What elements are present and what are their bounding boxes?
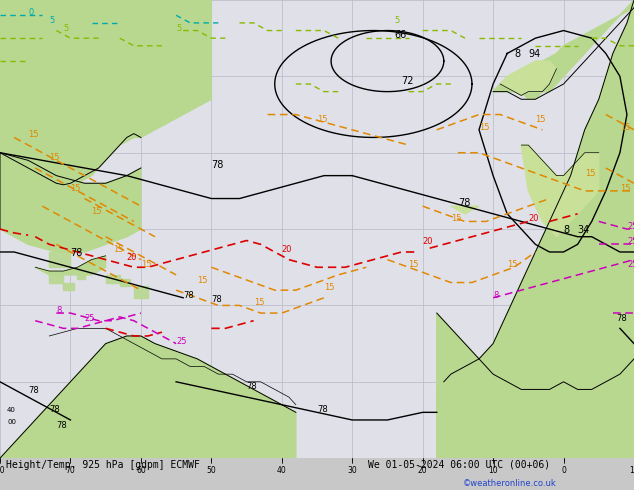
Text: 15: 15 <box>113 245 123 254</box>
Text: 20: 20 <box>127 253 138 262</box>
Polygon shape <box>77 272 84 279</box>
Text: 78: 78 <box>211 294 222 304</box>
Text: 25: 25 <box>84 314 95 323</box>
Polygon shape <box>134 286 148 298</box>
Polygon shape <box>63 283 74 290</box>
Text: 15: 15 <box>91 207 102 216</box>
Text: 15: 15 <box>408 260 419 269</box>
Text: 5: 5 <box>63 24 68 32</box>
Text: 78: 78 <box>28 386 39 395</box>
Text: 5: 5 <box>176 24 181 32</box>
Text: Height/Temp. 925 hPa [gdpm] ECMWF: Height/Temp. 925 hPa [gdpm] ECMWF <box>6 460 200 470</box>
Text: 15: 15 <box>620 123 630 132</box>
Text: 15: 15 <box>28 130 39 140</box>
Text: 78: 78 <box>247 382 257 392</box>
Text: 25: 25 <box>176 337 186 345</box>
Text: 78: 78 <box>317 405 328 415</box>
Text: 5: 5 <box>394 16 400 25</box>
Text: 15: 15 <box>507 260 518 269</box>
Text: 15: 15 <box>317 115 328 124</box>
Text: 15: 15 <box>197 275 208 285</box>
Polygon shape <box>21 221 42 237</box>
Polygon shape <box>0 0 211 191</box>
Text: 10: 10 <box>629 466 634 475</box>
Text: 0: 0 <box>28 8 34 17</box>
Text: 78: 78 <box>70 248 83 258</box>
Text: 20: 20 <box>528 215 539 223</box>
Text: 25: 25 <box>627 260 634 269</box>
Polygon shape <box>106 275 120 283</box>
Polygon shape <box>0 336 296 458</box>
Text: 15: 15 <box>451 215 462 223</box>
Text: 78: 78 <box>56 420 67 430</box>
Text: 78: 78 <box>458 198 470 208</box>
Text: 80: 80 <box>0 466 5 475</box>
Text: ©weatheronline.co.uk: ©weatheronline.co.uk <box>463 479 557 489</box>
Text: 25: 25 <box>627 222 634 231</box>
Text: 15: 15 <box>585 169 595 177</box>
Text: 15: 15 <box>324 283 335 292</box>
Text: 15: 15 <box>535 115 546 124</box>
Polygon shape <box>49 252 70 267</box>
Text: 20: 20 <box>281 245 292 254</box>
Text: 78: 78 <box>183 291 194 300</box>
Text: 20: 20 <box>418 466 427 475</box>
Text: 30: 30 <box>347 466 357 475</box>
Text: 8: 8 <box>493 291 498 300</box>
Polygon shape <box>437 313 634 458</box>
Polygon shape <box>500 61 557 96</box>
Text: 00: 00 <box>7 419 16 425</box>
Text: 34: 34 <box>578 225 590 235</box>
Text: 78: 78 <box>49 405 60 415</box>
Text: 72: 72 <box>401 76 414 86</box>
Text: 40: 40 <box>7 407 16 414</box>
Text: 60: 60 <box>136 466 146 475</box>
Text: 15: 15 <box>49 153 60 162</box>
Polygon shape <box>0 153 141 252</box>
Text: We 01-05-2024 06:00 UTC (00+06): We 01-05-2024 06:00 UTC (00+06) <box>368 460 550 470</box>
Text: 40: 40 <box>277 466 287 475</box>
Polygon shape <box>36 256 106 275</box>
Text: 15: 15 <box>254 298 264 307</box>
Text: 20: 20 <box>423 237 433 246</box>
Text: 78: 78 <box>211 160 224 170</box>
Polygon shape <box>521 145 598 237</box>
Text: 15: 15 <box>70 184 81 193</box>
Text: 15: 15 <box>620 184 630 193</box>
Polygon shape <box>451 206 479 214</box>
Text: 25: 25 <box>627 237 634 246</box>
Text: 8: 8 <box>564 225 570 235</box>
Text: 8: 8 <box>56 306 61 315</box>
Polygon shape <box>49 271 63 283</box>
Text: 66: 66 <box>394 30 407 40</box>
Text: 8: 8 <box>514 49 521 59</box>
Text: 15: 15 <box>479 123 489 132</box>
Polygon shape <box>120 279 131 286</box>
Text: 70: 70 <box>65 466 75 475</box>
Text: 5: 5 <box>49 16 55 25</box>
Text: 15: 15 <box>141 260 152 269</box>
Text: 50: 50 <box>207 466 216 475</box>
Text: 10: 10 <box>488 466 498 475</box>
Text: 78: 78 <box>616 314 627 323</box>
Polygon shape <box>493 0 634 99</box>
Polygon shape <box>437 0 634 450</box>
Text: 0: 0 <box>561 466 566 475</box>
Text: 94: 94 <box>528 49 541 59</box>
